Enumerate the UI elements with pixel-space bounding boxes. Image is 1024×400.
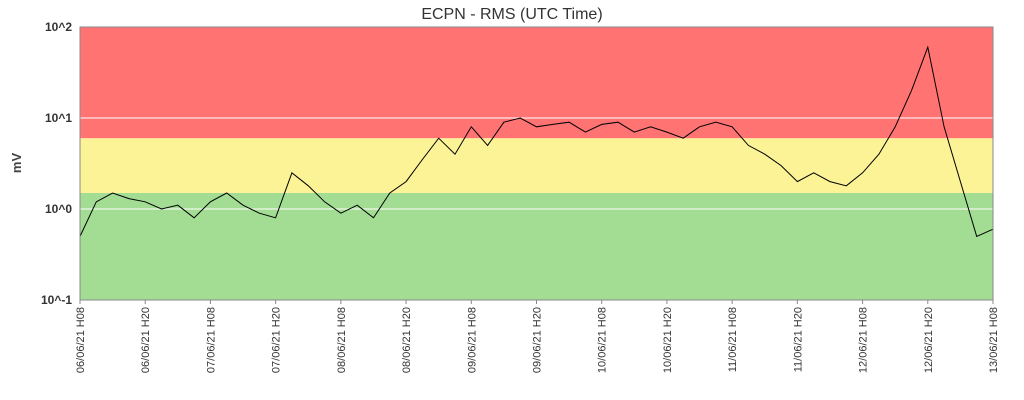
x-tick-label: 08/06/21 H08: [336, 307, 348, 373]
x-axis-ticks: 06/06/21 H08 06/06/21 H20 07/06/21 H08 07/0…: [75, 300, 1000, 373]
x-tick-label: 11/06/21 H20: [792, 307, 804, 372]
series-group: [79, 45, 994, 238]
x-tick-label: 08/06/21 H20: [401, 307, 413, 373]
y-axis-label: mV: [9, 153, 24, 174]
x-tick-label: 11/06/21 H08: [727, 307, 739, 372]
x-tick-label: 06/06/21 H20: [140, 307, 152, 373]
x-tick-label: 13/06/21 H08: [988, 307, 1000, 373]
series-line-0: [79, 45, 994, 238]
x-tick-label: 09/06/21 H20: [532, 307, 544, 373]
x-tick-label: 07/06/21 H20: [271, 307, 283, 373]
x-tick-label: 10/06/21 H20: [662, 307, 674, 373]
x-tick-label: 10/06/21 H08: [597, 307, 609, 373]
gridlines: [80, 117, 993, 210]
x-tick-label: 07/06/21 H08: [205, 307, 217, 373]
threshold-band-2: [80, 27, 993, 139]
y-tick-label: 10^1: [45, 111, 72, 125]
y-tick-label: 10^2: [45, 20, 72, 34]
threshold-bands: [80, 27, 993, 300]
chart-title: ECPN - RMS (UTC Time): [421, 6, 602, 23]
threshold-band-1: [80, 138, 993, 193]
y-tick-label: 10^0: [45, 202, 72, 216]
x-tick-label: 09/06/21 H08: [466, 307, 478, 373]
x-tick-label: 06/06/21 H08: [75, 307, 87, 373]
x-tick-label: 12/06/21 H08: [858, 307, 870, 373]
x-tick-label: 12/06/21 H20: [923, 307, 935, 373]
threshold-band-0: [80, 192, 993, 300]
y-axis-ticks: 10^-1 10^0 10^1 10^2: [41, 20, 72, 307]
y-tick-label: 10^-1: [41, 293, 72, 307]
